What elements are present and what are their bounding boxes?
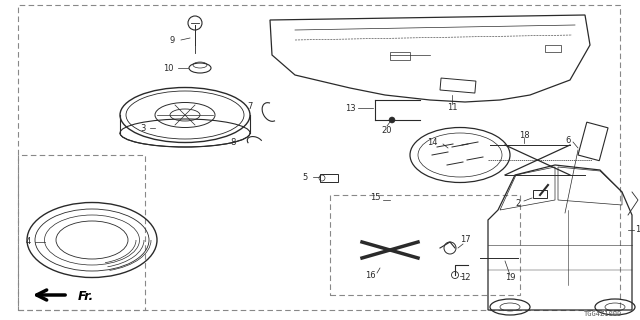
- Text: 20: 20: [381, 125, 392, 134]
- Text: 12: 12: [460, 274, 470, 283]
- Bar: [440, 78, 476, 93]
- Text: 2: 2: [515, 198, 520, 207]
- Text: 18: 18: [518, 131, 529, 140]
- Text: 11: 11: [447, 102, 457, 111]
- Text: 4: 4: [26, 237, 31, 246]
- Text: 8: 8: [230, 138, 236, 147]
- Text: 17: 17: [460, 236, 470, 244]
- Bar: [545, 45, 561, 52]
- Text: 7: 7: [247, 101, 253, 110]
- Text: 5: 5: [302, 172, 308, 181]
- Text: TGG4Z1000: TGG4Z1000: [584, 311, 622, 317]
- Circle shape: [389, 117, 395, 123]
- Text: 16: 16: [365, 270, 375, 279]
- Bar: [533, 190, 547, 198]
- Text: 15: 15: [370, 194, 380, 203]
- Text: 6: 6: [565, 135, 571, 145]
- Bar: [390, 52, 410, 60]
- Text: Fr.: Fr.: [78, 290, 94, 302]
- Text: 10: 10: [163, 63, 173, 73]
- Text: 1: 1: [636, 226, 640, 235]
- Text: 14: 14: [427, 138, 437, 147]
- Text: 9: 9: [170, 36, 175, 44]
- Text: 19: 19: [505, 274, 515, 283]
- Bar: [578, 122, 608, 161]
- Bar: [320, 174, 338, 182]
- Text: 13: 13: [345, 103, 355, 113]
- Text: 3: 3: [140, 124, 146, 132]
